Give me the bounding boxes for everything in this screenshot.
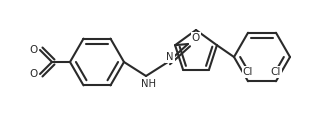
Text: N: N	[166, 52, 174, 62]
Text: Cl: Cl	[271, 67, 281, 77]
Text: Cl: Cl	[243, 67, 253, 77]
Text: O: O	[29, 45, 37, 55]
Text: O: O	[192, 33, 200, 43]
Text: NH: NH	[142, 79, 156, 89]
Text: O: O	[29, 69, 37, 79]
